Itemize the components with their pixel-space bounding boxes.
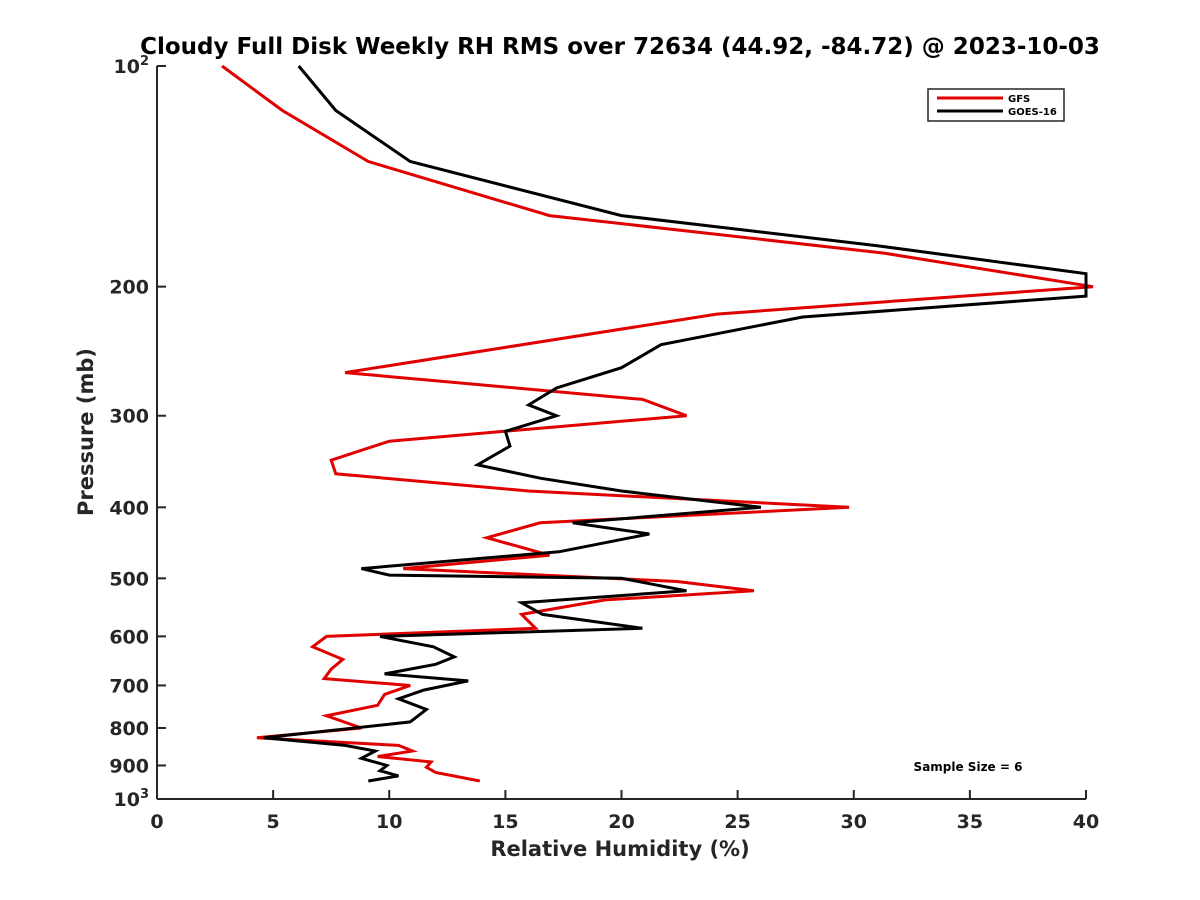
series-line-goes-16 bbox=[263, 65, 1088, 783]
legend-box bbox=[927, 88, 1065, 122]
x-tick-label: 40 bbox=[1073, 811, 1099, 833]
series-line-gfs bbox=[221, 64, 1094, 783]
legend-label: GOES-16 bbox=[1008, 107, 1057, 118]
y-tick-label: 300 bbox=[109, 406, 149, 428]
sample-size-annotation: Sample Size = 6 bbox=[914, 760, 1023, 774]
x-tick-label: 20 bbox=[608, 811, 634, 833]
chart-title: Cloudy Full Disk Weekly RH RMS over 7263… bbox=[140, 34, 1100, 60]
y-tick-label: 700 bbox=[109, 675, 149, 697]
x-axis-title: Relative Humidity (%) bbox=[490, 837, 749, 861]
y-tick-label: 600 bbox=[109, 626, 149, 648]
y-tick-label: 200 bbox=[109, 277, 149, 299]
x-tick-label: 5 bbox=[267, 811, 280, 833]
axes: 0 5 10 15 20 25 30 35 40 102 200 300 400 500 600 700 800… bbox=[109, 54, 1099, 833]
x-tick-label: 25 bbox=[724, 811, 750, 833]
y-tick-label: 102 bbox=[114, 54, 150, 78]
x-tick-label: 0 bbox=[150, 811, 163, 833]
legend-label: GFS bbox=[1008, 94, 1030, 105]
legend: GFS GOES-16 bbox=[927, 88, 1065, 122]
x-tick-label: 35 bbox=[957, 811, 983, 833]
y-axis-title: Pressure (mb) bbox=[74, 348, 98, 516]
x-tick-label: 15 bbox=[492, 811, 518, 833]
y-tick-label: 500 bbox=[109, 568, 149, 590]
y-tick-label: 103 bbox=[114, 787, 150, 811]
y-tick-label: 400 bbox=[109, 497, 149, 519]
y-tick-label: 800 bbox=[109, 718, 149, 740]
x-tick-label: 10 bbox=[376, 811, 402, 833]
plot-area bbox=[221, 64, 1094, 783]
x-tick-label: 30 bbox=[841, 811, 867, 833]
y-tick-label: 900 bbox=[109, 755, 149, 777]
